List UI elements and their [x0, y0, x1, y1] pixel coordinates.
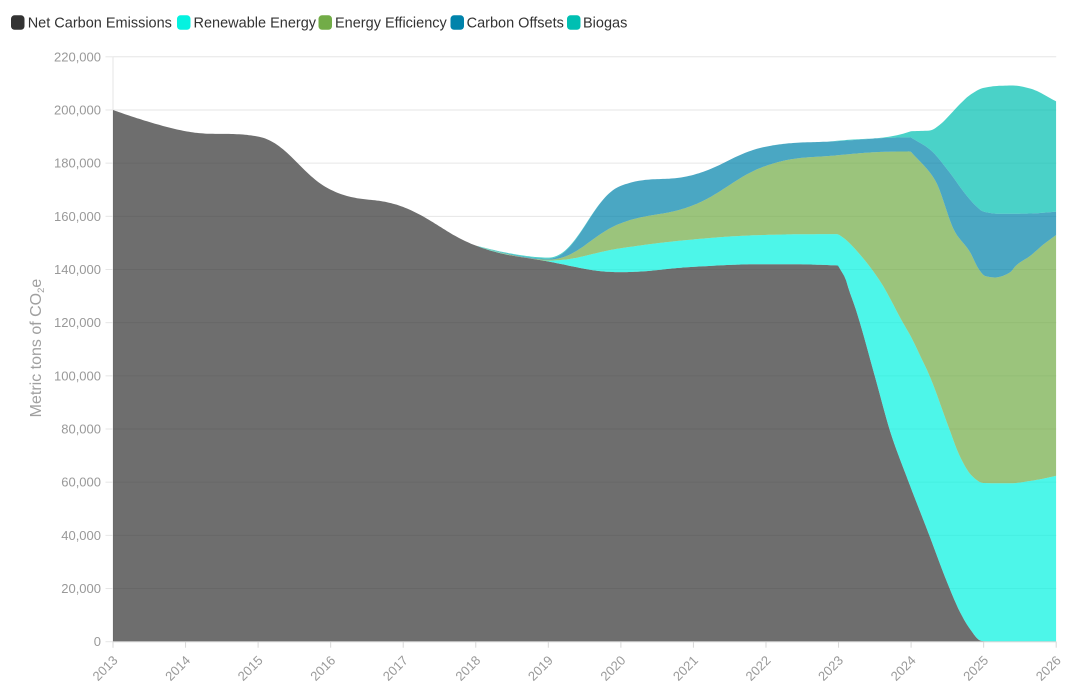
svg-text:Metric tons of CO2e: Metric tons of CO2e: [28, 279, 47, 418]
svg-text:Net Carbon Emissions: Net Carbon Emissions: [28, 16, 172, 32]
svg-text:80,000: 80,000: [61, 422, 101, 437]
svg-text:140,000: 140,000: [54, 262, 101, 277]
svg-text:180,000: 180,000: [54, 156, 101, 171]
svg-text:220,000: 220,000: [54, 49, 101, 64]
svg-text:0: 0: [94, 634, 101, 649]
svg-text:Energy Efficiency: Energy Efficiency: [335, 16, 448, 32]
svg-text:40,000: 40,000: [61, 528, 101, 543]
svg-text:20,000: 20,000: [61, 581, 101, 596]
svg-text:120,000: 120,000: [54, 315, 101, 330]
svg-text:Carbon Offsets: Carbon Offsets: [467, 16, 564, 32]
svg-text:160,000: 160,000: [54, 209, 101, 224]
svg-text:100,000: 100,000: [54, 368, 101, 383]
svg-text:60,000: 60,000: [61, 475, 101, 490]
svg-text:Renewable Energy: Renewable Energy: [194, 16, 317, 32]
svg-text:Biogas: Biogas: [583, 16, 627, 32]
svg-text:200,000: 200,000: [54, 102, 101, 117]
